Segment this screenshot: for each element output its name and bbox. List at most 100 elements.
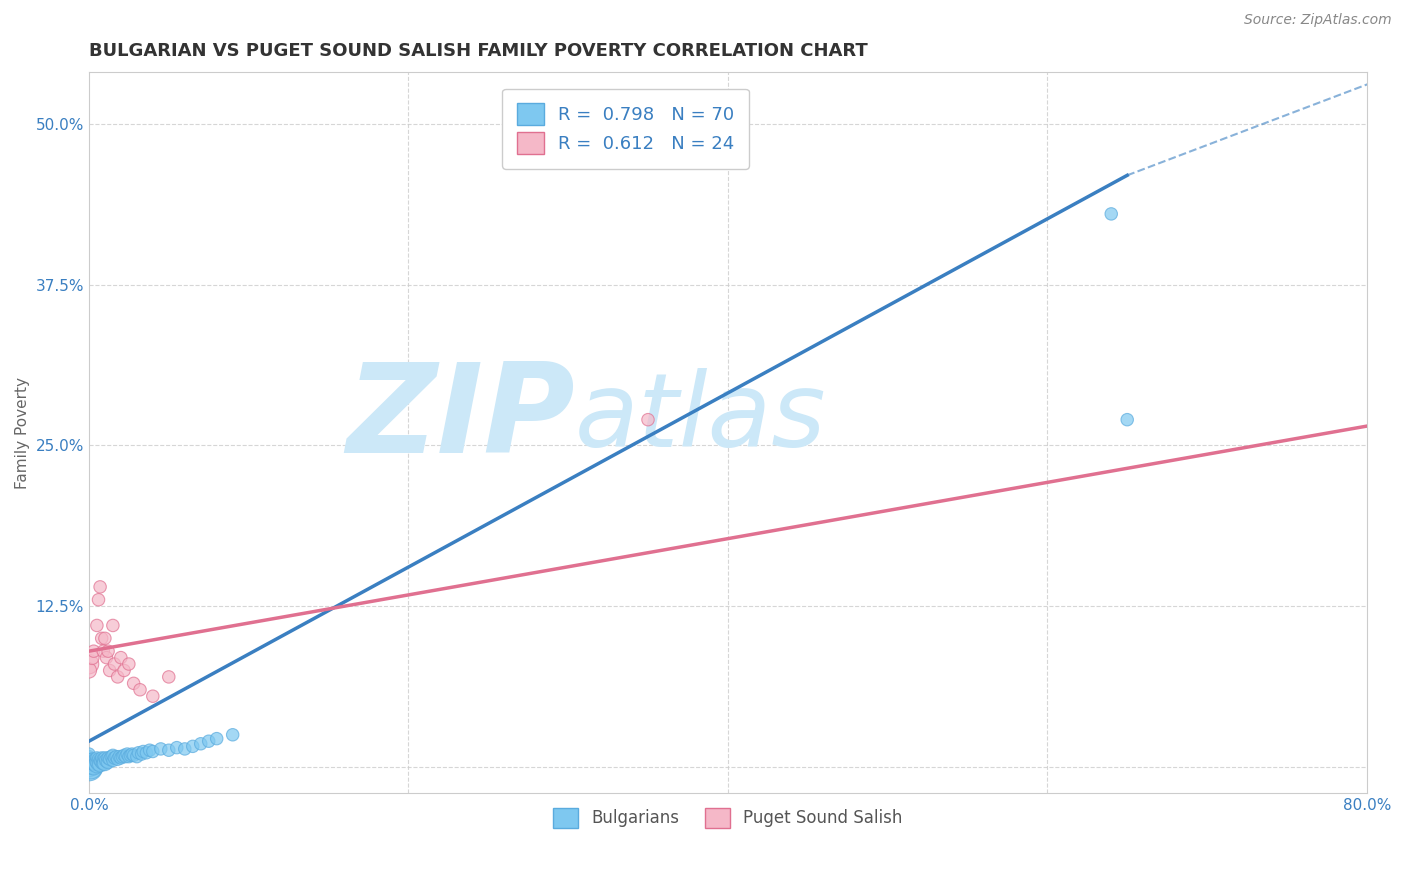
Point — [142, 689, 165, 703]
Point — [118, 657, 141, 671]
Point — [91, 756, 114, 770]
Point — [86, 757, 108, 772]
Point — [127, 746, 149, 760]
Point — [97, 751, 120, 765]
Point — [112, 748, 135, 763]
Point — [94, 756, 117, 770]
Point — [94, 632, 117, 646]
Point — [86, 618, 108, 632]
Point — [87, 756, 110, 770]
Point — [77, 749, 100, 764]
Point — [190, 737, 212, 751]
Point — [110, 751, 132, 765]
Point — [122, 748, 145, 763]
Point — [77, 756, 100, 770]
Point — [157, 743, 180, 757]
Point — [82, 755, 104, 769]
Point — [132, 744, 155, 758]
Point — [98, 664, 121, 678]
Point — [1116, 412, 1139, 426]
Point — [96, 650, 118, 665]
Point — [125, 749, 148, 764]
Point — [79, 754, 101, 768]
Point — [79, 756, 101, 770]
Point — [107, 670, 129, 684]
Point — [173, 742, 195, 756]
Point — [82, 752, 104, 766]
Point — [86, 755, 108, 769]
Point — [77, 751, 100, 765]
Text: BULGARIAN VS PUGET SOUND SALISH FAMILY POVERTY CORRELATION CHART: BULGARIAN VS PUGET SOUND SALISH FAMILY P… — [89, 42, 868, 60]
Y-axis label: Family Poverty: Family Poverty — [15, 376, 30, 489]
Point — [94, 751, 117, 765]
Point — [121, 747, 143, 761]
Point — [149, 742, 172, 756]
Point — [83, 754, 105, 768]
Point — [105, 749, 128, 764]
Point — [221, 728, 243, 742]
Point — [101, 754, 124, 768]
Text: atlas: atlas — [575, 368, 825, 468]
Point — [82, 757, 104, 772]
Point — [101, 618, 124, 632]
Point — [166, 740, 188, 755]
Point — [122, 676, 145, 690]
Point — [77, 754, 100, 768]
Point — [83, 756, 105, 770]
Point — [77, 747, 100, 761]
Point — [103, 657, 125, 671]
Legend: Bulgarians, Puget Sound Salish: Bulgarians, Puget Sound Salish — [547, 801, 910, 835]
Point — [82, 650, 104, 665]
Text: Source: ZipAtlas.com: Source: ZipAtlas.com — [1244, 13, 1392, 28]
Point — [112, 664, 135, 678]
Point — [1099, 207, 1122, 221]
Point — [86, 751, 108, 765]
Point — [97, 755, 120, 769]
Point — [181, 739, 204, 754]
Point — [101, 748, 124, 763]
Point — [637, 412, 659, 426]
Point — [87, 752, 110, 766]
Point — [120, 748, 142, 763]
Point — [90, 755, 112, 769]
Point — [83, 644, 105, 658]
Point — [77, 757, 100, 772]
Point — [83, 758, 105, 772]
Point — [87, 592, 110, 607]
Point — [96, 754, 118, 768]
Point — [103, 751, 125, 765]
Point — [107, 752, 129, 766]
Point — [89, 580, 111, 594]
Point — [77, 760, 100, 774]
Point — [110, 650, 132, 665]
Point — [135, 746, 157, 760]
Point — [90, 632, 112, 646]
Point — [129, 682, 152, 697]
Point — [84, 752, 107, 766]
Point — [108, 749, 131, 764]
Point — [91, 752, 114, 766]
Point — [157, 670, 180, 684]
Point — [205, 731, 228, 746]
Point — [111, 749, 134, 764]
Point — [131, 747, 153, 761]
Point — [118, 749, 141, 764]
Point — [84, 756, 107, 770]
Point — [142, 744, 165, 758]
Point — [97, 644, 120, 658]
Point — [77, 657, 100, 671]
Text: ZIP: ZIP — [346, 358, 575, 479]
Point — [89, 754, 111, 768]
Point — [89, 757, 111, 772]
Point — [79, 760, 101, 774]
Point — [100, 749, 122, 764]
Point — [138, 743, 160, 757]
Point — [114, 749, 136, 764]
Point — [77, 760, 100, 774]
Point — [91, 644, 114, 658]
Point — [98, 752, 121, 766]
Point — [77, 664, 100, 678]
Point — [90, 751, 112, 765]
Point — [197, 734, 219, 748]
Point — [117, 747, 139, 761]
